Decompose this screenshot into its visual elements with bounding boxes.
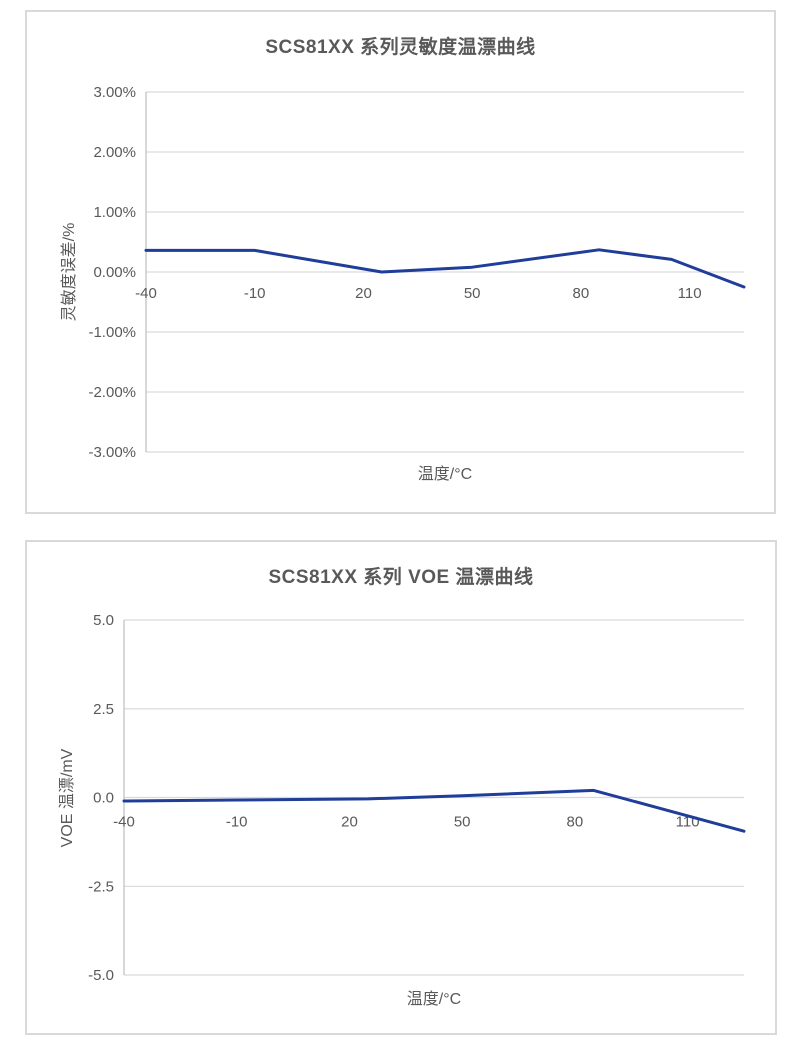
x-tick-label: -10 bbox=[226, 814, 248, 831]
voe-y-axis-title: VOE 温漂/mV bbox=[59, 748, 76, 848]
voe-chart-panel: 5.0 2.5 0.0 -2.5 -5.0 -40 -10 20 50 80 110 SCS81XX… bbox=[25, 540, 777, 1035]
x-tick-label: 20 bbox=[341, 814, 358, 831]
sensitivity-chart-title: SCS81XX 系列灵敏度温漂曲线 bbox=[265, 37, 536, 58]
y-tick-label: -2.5 bbox=[88, 878, 114, 895]
sensitivity-x-axis-title: 温度/°C bbox=[417, 466, 473, 483]
y-tick-label: 1.00% bbox=[93, 204, 136, 221]
x-tick-label: -40 bbox=[113, 814, 135, 831]
voe-x-axis-title: 温度/°C bbox=[406, 991, 462, 1008]
x-tick-label: 80 bbox=[573, 285, 590, 302]
x-tick-label: -10 bbox=[244, 285, 266, 302]
y-tick-label: 2.5 bbox=[93, 701, 114, 718]
data-line-series bbox=[122, 788, 746, 833]
y-tick-label: 5.0 bbox=[93, 612, 114, 629]
x-tick-label: 50 bbox=[454, 814, 471, 831]
x-tick-label: 80 bbox=[567, 814, 584, 831]
x-tick-label: 20 bbox=[355, 285, 372, 302]
sensitivity-chart-panel: 3.00% 2.00% 1.00% 0.00% -1.00% -2.00% -3.00% -4… bbox=[25, 10, 776, 514]
x-tick-label: 110 bbox=[678, 285, 702, 302]
y-tick-label: -5.0 bbox=[88, 967, 114, 984]
x-tick-label: -40 bbox=[135, 285, 157, 302]
sensitivity-y-axis-title: 灵敏度误差/% bbox=[61, 222, 78, 322]
x-tick-label: 50 bbox=[464, 285, 481, 302]
voe-chart-title: SCS81XX 系列 VOE 温漂曲线 bbox=[268, 567, 534, 588]
y-tick-label: 0.0 bbox=[93, 790, 114, 807]
data-line-series bbox=[144, 248, 746, 289]
y-tick-label: 3.00% bbox=[93, 84, 136, 101]
y-tick-label: -1.00% bbox=[88, 324, 136, 341]
y-tick-label: 2.00% bbox=[93, 144, 136, 161]
y-tick-label: -2.00% bbox=[88, 384, 136, 401]
y-tick-label: -3.00% bbox=[88, 444, 136, 461]
voe-chart-plot: 5.02.50.0-2.5-5.0-40 -10 20 50 80 110 bbox=[88, 612, 746, 984]
sensitivity-chart-plot: 3.00% 2.00% 1.00% 0.00% -1.00% -2.00% -3.00% -4… bbox=[88, 84, 746, 461]
y-tick-label: 0.00% bbox=[93, 264, 136, 281]
